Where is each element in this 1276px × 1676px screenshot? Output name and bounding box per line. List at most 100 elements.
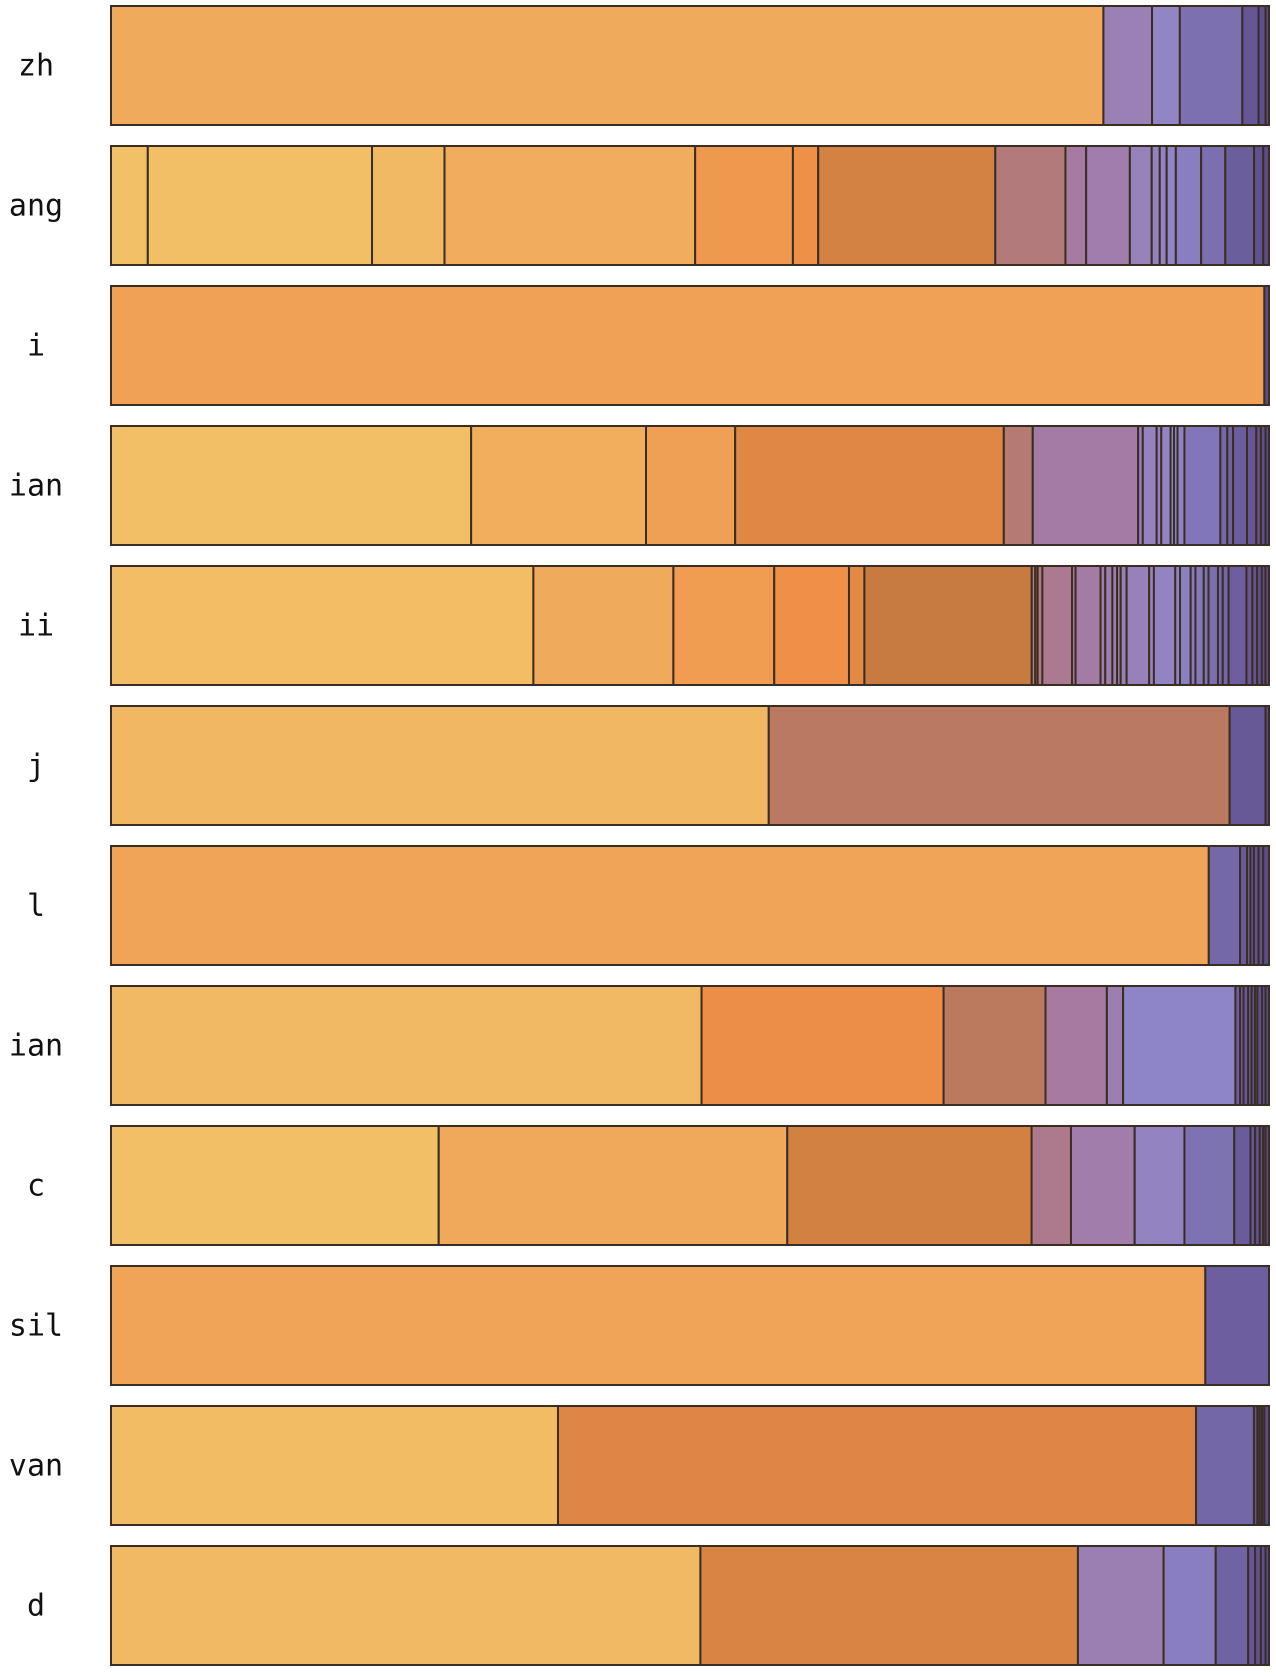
bar-segment <box>1228 705 1267 826</box>
bar-segment <box>1152 565 1177 686</box>
category-label: zh <box>18 49 54 84</box>
bar-segment <box>1247 1545 1257 1666</box>
bar-frame <box>110 1265 1270 1386</box>
category-label: van <box>9 1449 63 1484</box>
bar-segment <box>1102 5 1154 126</box>
bar-segment <box>1162 1545 1217 1666</box>
bar-segment <box>1257 5 1267 126</box>
bar-segment <box>146 145 374 266</box>
bar-segment <box>1104 565 1114 686</box>
bar-row-9: sil <box>9 1265 1271 1386</box>
bar-segment <box>1158 145 1168 266</box>
bar-segment <box>1002 425 1034 546</box>
bar-segment <box>1194 565 1205 686</box>
bar-segment <box>672 565 776 686</box>
bar-segment <box>1141 425 1158 546</box>
bar-segment <box>1105 985 1125 1106</box>
bar-segment <box>942 985 1047 1106</box>
bar-frame <box>110 1125 1270 1246</box>
bar-segment <box>1207 845 1242 966</box>
bar-segment <box>694 145 794 266</box>
bar-frame <box>110 5 1270 126</box>
bar-segment <box>1176 425 1186 546</box>
category-label: ii <box>18 609 54 644</box>
bar-segment <box>1133 1125 1186 1246</box>
bar-segment <box>110 985 703 1106</box>
bar-segment <box>110 285 1266 406</box>
bar-segment <box>110 1405 559 1526</box>
bar-frame <box>110 1545 1270 1666</box>
bar-segment <box>1214 1545 1250 1666</box>
bar-segment <box>773 565 850 686</box>
bar-segment <box>1239 845 1249 966</box>
bar-segment <box>1200 145 1227 266</box>
bar-segment <box>1122 985 1237 1106</box>
bar-segment <box>699 1545 1079 1666</box>
bar-segment <box>1165 145 1177 266</box>
bar-segment <box>1076 1545 1165 1666</box>
bar-segment <box>110 565 535 686</box>
bar-row-4: ii <box>18 565 1270 686</box>
bar-segment <box>1183 425 1222 546</box>
bar-segment <box>1219 425 1229 546</box>
bar-segment <box>817 145 997 266</box>
bar-segment <box>556 1405 1198 1526</box>
bar-frame <box>110 845 1270 966</box>
bar-segment <box>1044 985 1108 1106</box>
bar-segment <box>1195 1405 1255 1526</box>
bar-frame <box>110 285 1270 406</box>
bar-segment <box>1253 145 1265 266</box>
bar-segment <box>767 705 1231 826</box>
bar-row-7: ian <box>9 985 1271 1106</box>
bar-segment <box>1128 145 1153 266</box>
bar-segment <box>1150 145 1161 266</box>
bar-row-3: ian <box>9 425 1271 546</box>
bar-segment <box>1246 425 1258 546</box>
bar-segment <box>443 145 697 266</box>
bar-segment <box>1233 1125 1252 1246</box>
bar-row-8: c <box>27 1125 1271 1246</box>
bar-segment <box>1064 145 1088 266</box>
bar-segment <box>700 985 945 1106</box>
bar-segment <box>110 1125 440 1246</box>
bar-segment <box>1207 565 1219 686</box>
bar-frame <box>110 425 1270 546</box>
bar-segment <box>110 5 1105 126</box>
category-label: d <box>27 1589 45 1624</box>
bar-segment <box>1241 5 1260 126</box>
bar-segment <box>1030 1125 1072 1246</box>
bar-row-10: van <box>9 1405 1270 1526</box>
bar-segment <box>1074 565 1102 686</box>
bar-segment <box>371 145 446 266</box>
bar-segment <box>470 425 648 546</box>
category-label: c <box>27 1169 45 1204</box>
bar-segment <box>645 425 737 546</box>
bar-segment <box>1183 1125 1236 1246</box>
bar-segment <box>1031 425 1140 546</box>
bar-frame <box>110 565 1270 686</box>
bar-segment <box>1224 145 1256 266</box>
bar-segment <box>1069 1125 1136 1246</box>
bar-row-2: i <box>27 285 1270 406</box>
bar-segment <box>1227 565 1248 686</box>
bar-segment <box>1232 425 1248 546</box>
bar-frame <box>110 985 1270 1106</box>
bar-frame <box>110 705 1270 826</box>
bar-segment <box>847 565 866 686</box>
bar-segment <box>110 1545 702 1666</box>
category-label: j <box>27 749 45 784</box>
bar-segment <box>1151 5 1181 126</box>
category-label: ian <box>9 1029 63 1064</box>
category-label: ian <box>9 469 63 504</box>
bar-segment <box>1179 565 1192 686</box>
bar-segment <box>994 145 1067 266</box>
bar-segment <box>110 425 473 546</box>
bar-segment <box>110 705 770 826</box>
bar-segment <box>1174 145 1203 266</box>
bar-segment <box>110 1265 1207 1386</box>
bar-segment <box>1160 425 1172 546</box>
category-label: sil <box>9 1309 63 1344</box>
bar-segment <box>532 565 675 686</box>
category-label: i <box>27 329 45 364</box>
bar-segment <box>863 565 1033 686</box>
